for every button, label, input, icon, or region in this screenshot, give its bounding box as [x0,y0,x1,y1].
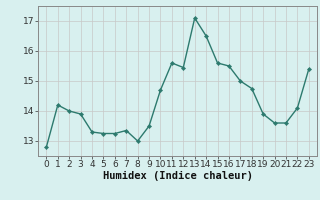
X-axis label: Humidex (Indice chaleur): Humidex (Indice chaleur) [103,171,252,181]
